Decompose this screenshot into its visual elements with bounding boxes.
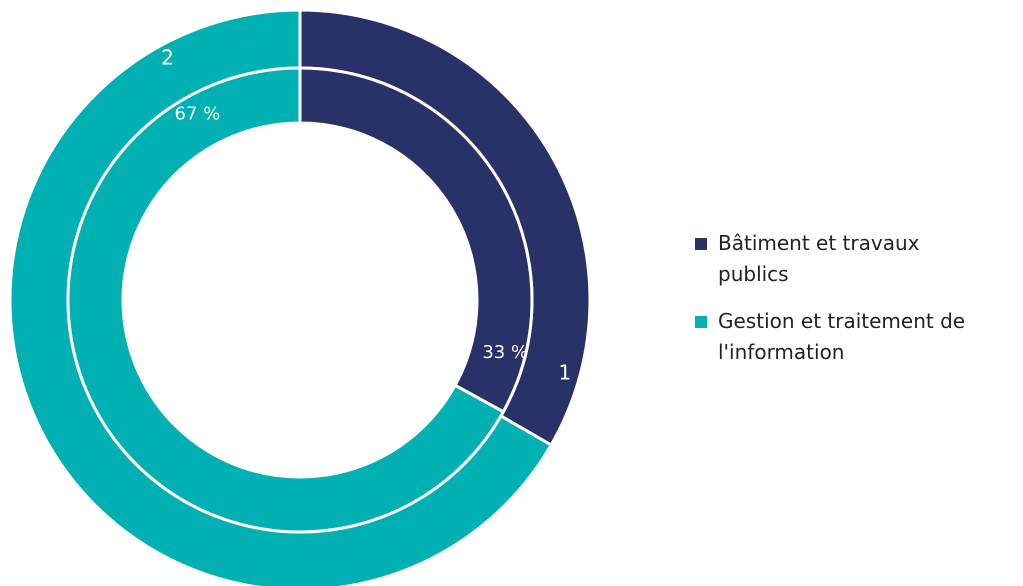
legend-item-gestion: Gestion et traitement de l'information	[695, 306, 1020, 368]
legend-label-batiment-line1: Bâtiment et travaux	[718, 231, 920, 255]
legend-item-batiment: Bâtiment et travaux publics	[695, 228, 1020, 290]
legend-label-batiment-line2: publics	[718, 262, 789, 286]
legend-label-gestion-line1: Gestion et traitement de	[718, 309, 966, 333]
outer-ring-label-gestion: 2	[161, 46, 174, 70]
donut-chart: 1 2 33 % 67 %	[8, 8, 592, 586]
inner-ring-label-gestion: 67 %	[175, 103, 221, 124]
legend-label-gestion-line2: l'information	[718, 340, 845, 364]
inner-ring-label-batiment: 33 %	[482, 342, 528, 363]
legend: Bâtiment et travaux publics Gestion et t…	[695, 228, 1020, 384]
legend-swatch-batiment	[695, 238, 707, 250]
outer-ring-label-batiment: 1	[559, 360, 572, 384]
inner-ring-slice-gestion	[66, 66, 506, 534]
legend-swatch-gestion	[695, 316, 707, 328]
